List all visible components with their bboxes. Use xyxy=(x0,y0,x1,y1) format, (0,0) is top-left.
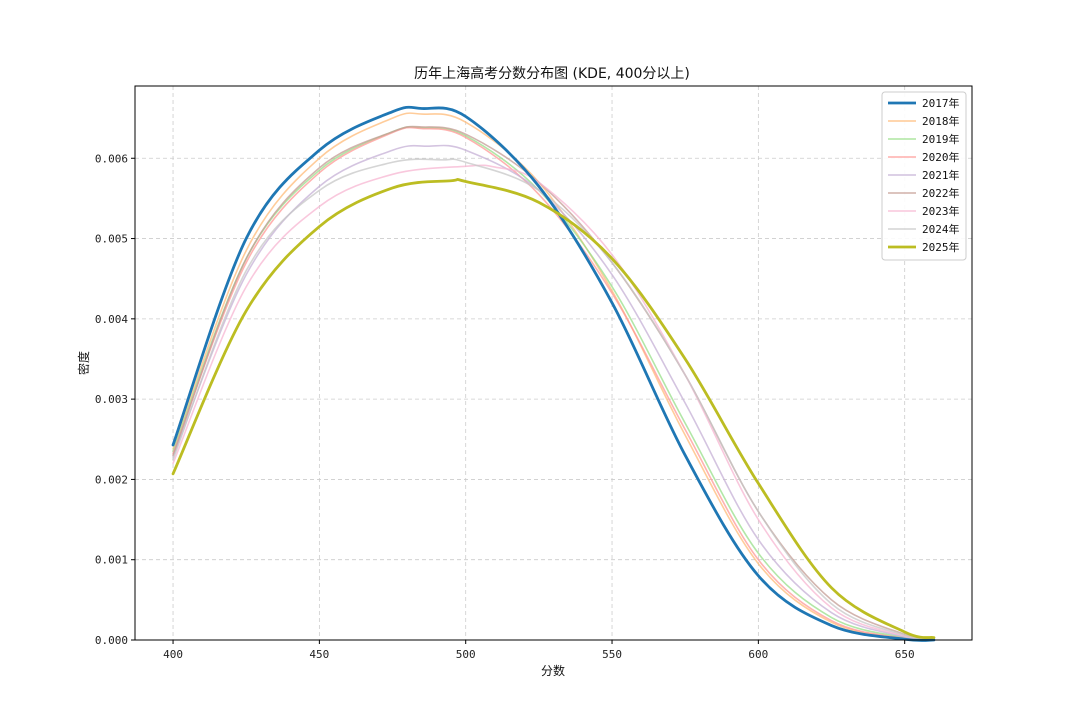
legend: 2017年 2018年 2019年 2020年 2021年 2022年 2023年 2024年… xyxy=(881,91,967,261)
series-line xyxy=(172,126,935,641)
x-tick-label: 500 xyxy=(456,648,476,661)
x-axis: 400 450 500 550 600 650 xyxy=(163,640,915,661)
series-line xyxy=(172,144,935,641)
plot-frame xyxy=(134,85,973,641)
y-axis-label: 密度 xyxy=(76,351,91,375)
x-tick-label: 650 xyxy=(895,648,915,661)
x-tick-label: 450 xyxy=(309,648,329,661)
legend-entry: 2020年 xyxy=(922,150,960,164)
grid xyxy=(135,86,972,641)
y-tick-label: 0.000 xyxy=(95,634,128,647)
y-tick-label: 0.002 xyxy=(95,473,128,486)
legend-entry: 2017年 xyxy=(922,96,960,110)
legend-entry: 2023年 xyxy=(922,204,960,218)
x-tick-label: 400 xyxy=(163,648,183,661)
y-tick-label: 0.004 xyxy=(95,313,128,326)
series-line xyxy=(172,164,935,641)
y-tick-label: 0.006 xyxy=(95,152,128,165)
series-line xyxy=(172,112,935,641)
legend-box xyxy=(881,91,967,261)
series-line xyxy=(171,105,936,642)
legend-entry: 2019年 xyxy=(922,132,960,146)
y-tick-label: 0.005 xyxy=(95,233,128,246)
legend-entry: 2025年 xyxy=(922,240,960,254)
y-axis: 0.000 0.001 0.002 0.003 0.004 0.005 0.006 xyxy=(95,152,135,647)
y-tick-label: 0.003 xyxy=(95,393,128,406)
x-tick-label: 600 xyxy=(748,648,768,661)
y-tick-label: 0.001 xyxy=(95,554,128,567)
legend-entry: 2024年 xyxy=(922,222,960,236)
x-axis-label: 分数 xyxy=(541,663,565,678)
chart-title: 历年上海高考分数分布图 (KDE, 400分以上) xyxy=(414,65,690,82)
legend-entry: 2021年 xyxy=(922,168,960,182)
series-line xyxy=(172,158,935,640)
series-layer xyxy=(171,105,936,642)
legend-entry: 2018年 xyxy=(922,114,960,128)
legend-entry: 2022年 xyxy=(922,186,960,200)
series-line xyxy=(171,177,936,639)
x-tick-label: 550 xyxy=(602,648,622,661)
